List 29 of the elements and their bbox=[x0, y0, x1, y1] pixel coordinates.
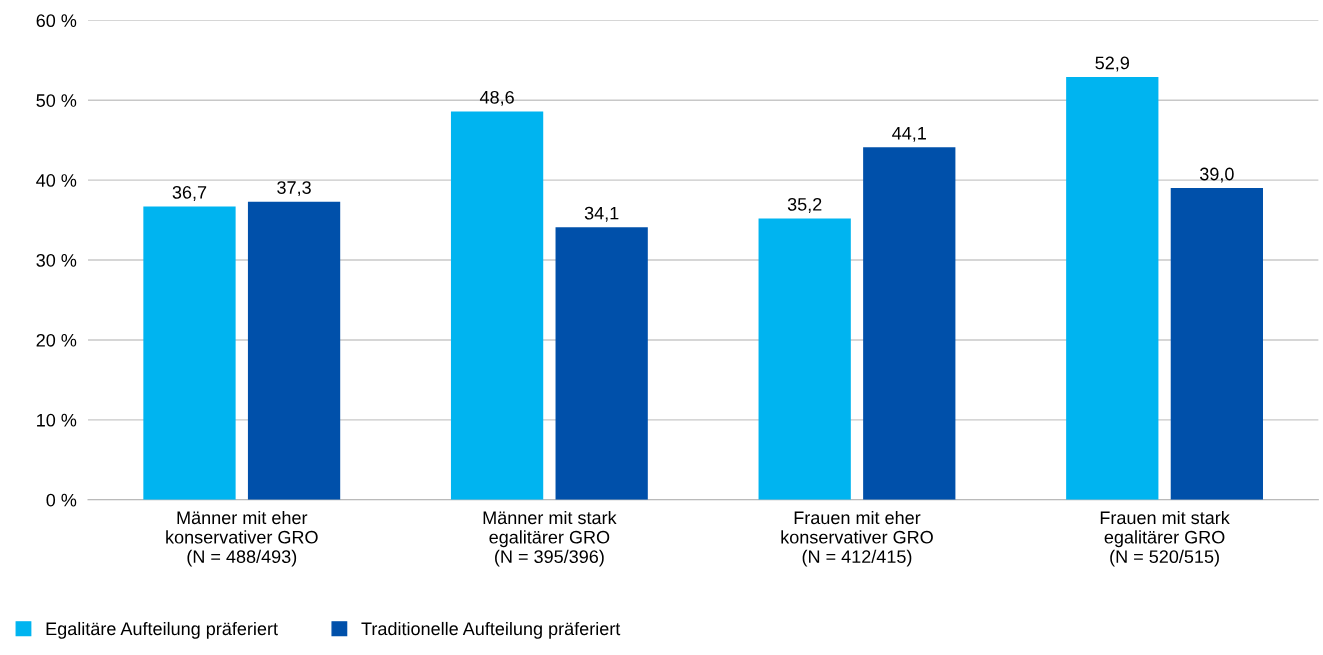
data-label: 37,3 bbox=[277, 181, 311, 197]
y-tick-label: 20 % bbox=[36, 333, 77, 347]
y-tick-label: 60 % bbox=[36, 14, 77, 28]
data-label: 39,0 bbox=[1199, 167, 1234, 183]
data-label: 36,7 bbox=[172, 185, 207, 201]
bar bbox=[1170, 188, 1263, 500]
bar bbox=[863, 147, 956, 500]
x-tick-label: Männer mit stark egalitärer GRO (N = 395/396) bbox=[483, 510, 617, 567]
bar bbox=[450, 111, 544, 500]
y-tick-label: 10 % bbox=[37, 413, 77, 427]
x-tick-label: Männer mit eher konservativer GRO (N = 488/493) bbox=[166, 510, 318, 567]
data-label: 35,2 bbox=[787, 197, 822, 213]
data-label: 44,1 bbox=[892, 127, 926, 142]
y-tick-label: 30 % bbox=[36, 253, 77, 267]
x-tick-label: Frauen mit eher konservativer GRO (N = 412/415) bbox=[781, 510, 933, 567]
data-label: 48,6 bbox=[479, 90, 514, 106]
data-label: 52,9 bbox=[1095, 56, 1129, 72]
bar bbox=[143, 206, 236, 500]
bar bbox=[758, 218, 851, 500]
bar bbox=[555, 227, 648, 500]
y-tick-label: 40 % bbox=[36, 174, 77, 187]
bar bbox=[247, 201, 341, 500]
y-tick-label: 50 % bbox=[36, 94, 77, 107]
x-tick-label: Frauen mit stark egalitärer GRO (N = 520/515) bbox=[1100, 510, 1230, 567]
legend-label: Traditionelle Aufteilung präferiert bbox=[361, 621, 621, 639]
legend-label: Egalitäre Aufteilung präferiert bbox=[46, 621, 278, 639]
y-tick-label: 0 % bbox=[46, 493, 77, 507]
data-label: 34,1 bbox=[584, 206, 619, 222]
bar bbox=[1066, 77, 1159, 500]
